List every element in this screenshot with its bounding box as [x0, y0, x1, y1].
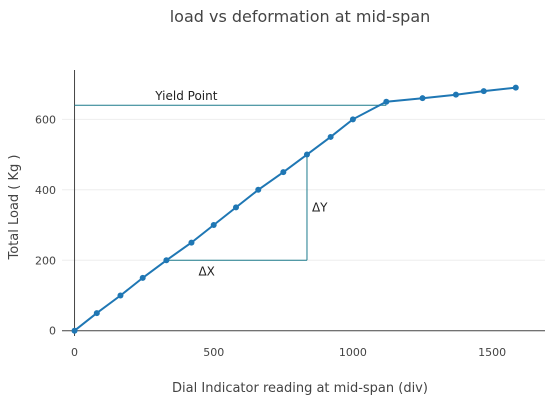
- data-point: [71, 327, 78, 334]
- data-point: [139, 274, 146, 281]
- y-tick-label: 0: [49, 325, 56, 338]
- data-point: [210, 222, 217, 229]
- y-tick-label: 400: [35, 184, 56, 197]
- data-point: [232, 204, 239, 211]
- data-point: [188, 239, 195, 246]
- grid: [62, 118, 545, 261]
- y-axis-title: Total Load ( Kg ): [7, 155, 22, 261]
- data-point: [163, 257, 170, 264]
- data-point: [303, 151, 310, 158]
- data-point: [349, 116, 356, 123]
- x-tick-label: 1500: [478, 346, 506, 359]
- data-point: [327, 133, 334, 140]
- delta-x-label: ΔX: [198, 264, 214, 278]
- data-point: [419, 95, 426, 102]
- y-tick-label: 600: [35, 113, 56, 126]
- data-point: [117, 292, 124, 299]
- data-point: [480, 88, 487, 95]
- data-point: [383, 98, 390, 105]
- series: [71, 84, 519, 334]
- axes: [62, 70, 545, 336]
- data-point: [93, 310, 100, 317]
- x-tick-label: 500: [203, 346, 224, 359]
- data-point: [255, 186, 262, 193]
- x-tick-label: 1000: [339, 346, 367, 359]
- delta-y-label: ΔY: [312, 200, 328, 214]
- series-line: [73, 86, 516, 332]
- x-tick-label: 0: [71, 346, 78, 359]
- x-axis-title: Dial Indicator reading at mid-span (div): [172, 381, 428, 396]
- data-point: [280, 169, 287, 176]
- tick-labels: 0 200 400 600 0 500 1000 1500 Yield Point ΔX ΔY: [35, 89, 506, 359]
- data-point: [512, 84, 519, 91]
- data-point: [452, 91, 459, 98]
- yield-point-label: Yield Point: [154, 89, 217, 103]
- chart-title: load vs deformation at mid-span: [170, 7, 431, 26]
- annotation-lines: [74, 104, 387, 261]
- y-tick-label: 200: [35, 254, 56, 267]
